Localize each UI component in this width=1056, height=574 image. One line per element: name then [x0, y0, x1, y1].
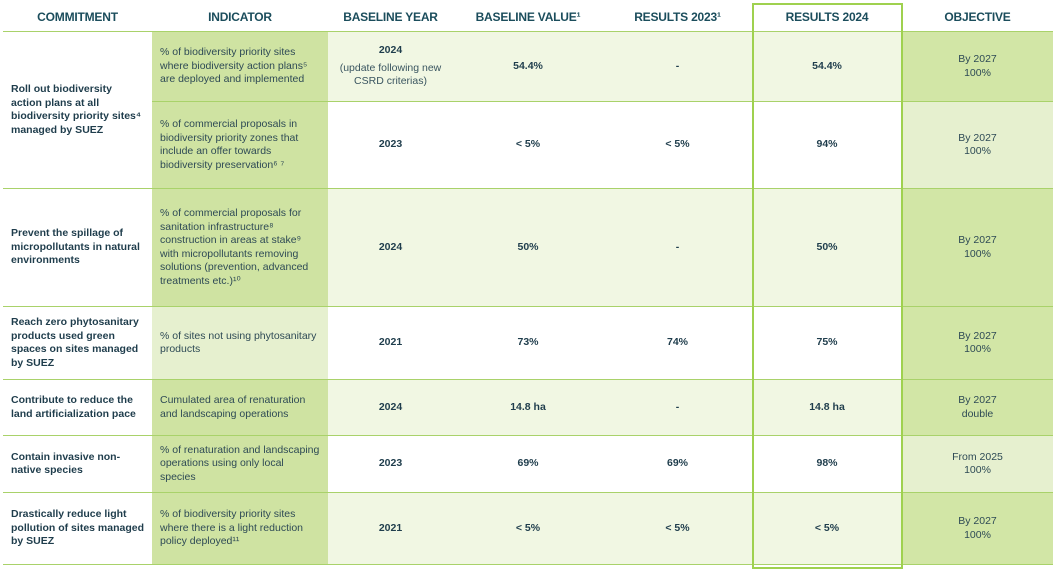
- baseline-year-value: 2024: [378, 240, 403, 253]
- column-header: BASELINE YEAR: [343, 10, 438, 24]
- results-2023: -: [603, 31, 752, 102]
- baseline-year: 2024: [328, 379, 453, 436]
- results-2023: 69%: [603, 435, 752, 493]
- objective: By 2027 double: [902, 379, 1053, 436]
- objective: By 2027 100%: [902, 188, 1053, 307]
- table-row: Drastically reduce light pollution of si…: [3, 492, 1053, 565]
- results-2024: 54.4%: [752, 31, 902, 102]
- objective: By 2027 100%: [902, 492, 1053, 565]
- objective-line: 100%: [964, 528, 991, 541]
- objective-line: From 2025: [952, 450, 1003, 463]
- objective: By 2027 100%: [902, 306, 1053, 380]
- results-2023: 74%: [603, 306, 752, 380]
- baseline-value: 14.8 ha: [453, 379, 603, 436]
- header-row: COMMITMENT INDICATOR BASELINE YEAR BASELINE…: [3, 3, 1053, 32]
- baseline-year-value: 2024: [378, 44, 403, 57]
- objective: By 2027 100%: [902, 101, 1053, 189]
- results-2023: -: [603, 379, 752, 436]
- results-2023: < 5%: [603, 492, 752, 565]
- objective-line: 100%: [964, 464, 991, 476]
- baseline-year: 2023: [328, 435, 453, 493]
- objective-line: 100%: [964, 145, 991, 157]
- column-header: RESULTS 2024: [785, 10, 869, 24]
- baseline-year-value: 2021: [378, 521, 403, 534]
- objective-line: By 2027: [958, 394, 997, 406]
- baseline-year: 2024 (update following new CSRD criterias…: [328, 31, 453, 102]
- results-2023: -: [603, 188, 752, 307]
- baseline-year-value: 2023: [378, 138, 403, 151]
- column-header: OBJECTIVE: [944, 10, 1011, 24]
- objective-line: 100%: [964, 247, 991, 260]
- results-2024: 94%: [752, 101, 902, 189]
- objective-line: By 2027: [958, 329, 997, 342]
- indicator: % of biodiversity priority sites where t…: [152, 492, 328, 565]
- table-row: Roll out biodiversity action plans at al…: [3, 31, 1053, 189]
- table-row: Reach zero phytosanitary products used g…: [3, 306, 1053, 380]
- table-row: Contain invasive non-native species% of …: [3, 435, 1053, 493]
- indicator: % of commercial proposals in biodiversit…: [152, 101, 328, 189]
- results-2024: 75%: [752, 306, 902, 380]
- results-2024: 50%: [752, 188, 902, 307]
- baseline-year-value: 2021: [378, 336, 403, 349]
- objective-line: double: [961, 407, 994, 420]
- objective-line: By 2027: [958, 234, 997, 246]
- table-row: % of commercial proposals in biodiversit…: [3, 101, 1053, 189]
- baseline-year: 2021: [328, 306, 453, 380]
- commitment: Prevent the spillage of micropollutants …: [3, 188, 152, 307]
- objective: By 2027 100%: [902, 31, 1053, 102]
- table-row: Contribute to reduce the land artificial…: [3, 379, 1053, 436]
- indicator: % of biodiversity priority sites where b…: [152, 31, 328, 102]
- commitment: Contribute to reduce the land artificial…: [3, 379, 152, 436]
- results-2023: < 5%: [603, 101, 752, 189]
- baseline-value: 73%: [453, 306, 603, 380]
- baseline-value: < 5%: [453, 492, 603, 565]
- indicator: % of commercial proposals for sanitation…: [152, 188, 328, 307]
- baseline-year: 2024: [328, 188, 453, 307]
- indicator: Cumulated area of renaturation and lands…: [152, 379, 328, 436]
- objective-line: By 2027: [958, 53, 997, 65]
- indicator: % of sites not using phytosanitary produ…: [152, 306, 328, 380]
- column-header: BASELINE VALUE¹: [475, 10, 581, 24]
- commitment: Reach zero phytosanitary products used g…: [3, 306, 152, 380]
- results-2024: 98%: [752, 435, 902, 493]
- baseline-value: 50%: [453, 188, 603, 307]
- commitments-table: COMMITMENT INDICATOR BASELINE YEAR BASELINE…: [3, 3, 1053, 565]
- indicator: % of renaturation and landscaping operat…: [152, 435, 328, 493]
- commitment: Contain invasive non-native species: [3, 435, 152, 493]
- objective: From 2025 100%: [902, 435, 1053, 493]
- baseline-value: 54.4%: [453, 31, 603, 102]
- objective-line: 100%: [964, 343, 991, 355]
- column-header: RESULTS 2023¹: [634, 10, 721, 24]
- baseline-year-value: 2024: [378, 400, 403, 413]
- results-2024: < 5%: [752, 492, 902, 565]
- baseline-year: 2023: [328, 101, 453, 189]
- baseline-year-value: 2023: [378, 457, 403, 470]
- results-2024: 14.8 ha: [752, 379, 902, 436]
- column-header: COMMITMENT: [37, 10, 118, 24]
- baseline-value: 69%: [453, 435, 603, 493]
- baseline-year-note: (update following new CSRD criterias): [339, 61, 442, 88]
- commitment: Roll out biodiversity action plans at al…: [3, 31, 152, 189]
- table-row: Prevent the spillage of micropollutants …: [3, 188, 1053, 307]
- objective-line: By 2027: [958, 131, 997, 144]
- baseline-year: 2021: [328, 492, 453, 565]
- baseline-value: < 5%: [453, 101, 603, 189]
- objective-line: By 2027: [958, 515, 997, 527]
- column-header: INDICATOR: [208, 10, 272, 24]
- objective-line: 100%: [964, 66, 991, 79]
- commitment: Drastically reduce light pollution of si…: [3, 492, 152, 565]
